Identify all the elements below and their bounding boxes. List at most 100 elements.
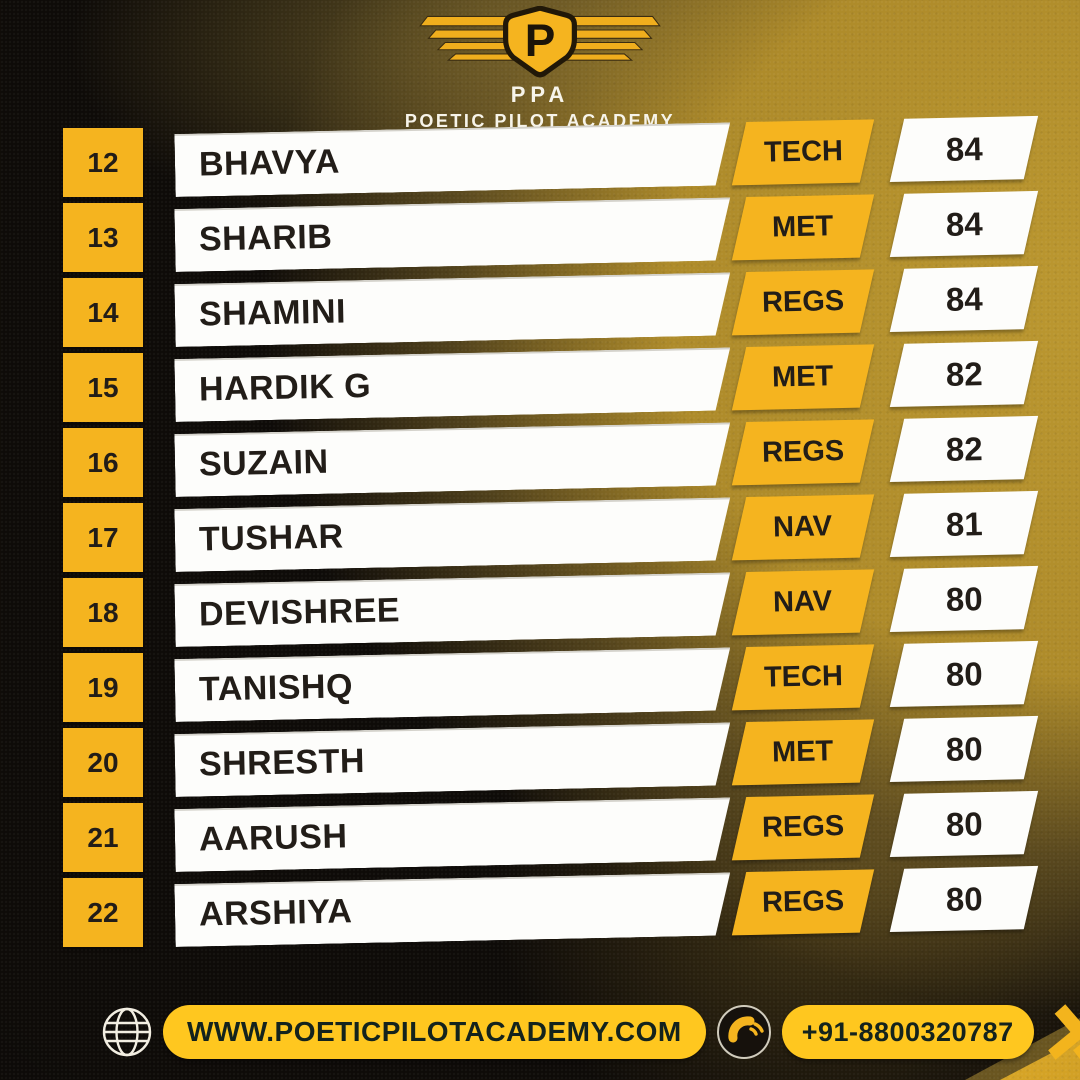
- subject-tag: NAV: [731, 494, 875, 561]
- subject-label: MET: [772, 210, 834, 244]
- header: P PPA POETIC PILOT ACADEMY: [0, 6, 1080, 132]
- score-label: 80: [945, 804, 983, 843]
- subject-tag: TECH: [731, 644, 875, 711]
- triple-chevron-icon[interactable]: [1047, 1003, 1080, 1061]
- rank-cell: 22: [63, 878, 143, 947]
- score-label: 80: [945, 654, 983, 693]
- leaderboard-row: 20 SHRESTH MET 80: [0, 715, 1080, 797]
- leaderboard-row: 16 SUZAIN REGS 82: [0, 415, 1080, 497]
- subject-label: REGS: [761, 809, 845, 844]
- subject-tag: REGS: [731, 794, 875, 861]
- student-name-cell: SUZAIN: [174, 422, 731, 497]
- leaderboard-row: 13 SHARIB MET 84: [0, 190, 1080, 272]
- student-name-cell: SHRESTH: [174, 722, 731, 797]
- score-label: 84: [945, 204, 983, 243]
- rank-cell: 18: [63, 578, 143, 647]
- phone-pill[interactable]: +91-8800320787: [781, 1005, 1034, 1059]
- row-bar: HARDIK G MET 82: [174, 340, 1039, 422]
- score-cell: 84: [889, 190, 1039, 258]
- student-name-cell: TANISHQ: [174, 647, 731, 722]
- leaderboard: 12 BHAVYA TECH 84 13 SHARIB MET 84 14 SH…: [0, 115, 1080, 947]
- row-bar: TUSHAR NAV 81: [174, 490, 1039, 572]
- subject-label: NAV: [773, 510, 833, 544]
- rank-cell: 15: [63, 353, 143, 422]
- subject-tag: REGS: [731, 869, 875, 936]
- subject-tag: MET: [731, 194, 875, 261]
- globe-icon: [102, 1007, 152, 1057]
- row-bar: DEVISHREE NAV 80: [174, 565, 1039, 647]
- student-name-cell: SHARIB: [174, 197, 731, 272]
- subject-label: REGS: [761, 284, 845, 319]
- score-cell: 80: [889, 715, 1039, 783]
- leaderboard-row: 21 AARUSH REGS 80: [0, 790, 1080, 872]
- subject-tag: MET: [731, 344, 875, 411]
- wings-shield-logo-icon: P: [419, 6, 661, 78]
- subject-label: MET: [772, 735, 834, 769]
- score-cell: 80: [889, 865, 1039, 933]
- leaderboard-row: 19 TANISHQ TECH 80: [0, 640, 1080, 722]
- leaderboard-row: 17 TUSHAR NAV 81: [0, 490, 1080, 572]
- subject-label: REGS: [761, 434, 845, 469]
- rank-cell: 13: [63, 203, 143, 272]
- row-bar: SHARIB MET 84: [174, 190, 1039, 272]
- leaderboard-row: 12 BHAVYA TECH 84: [0, 115, 1080, 197]
- score-label: 80: [945, 729, 983, 768]
- subject-label: REGS: [761, 884, 845, 919]
- rank-cell: 21: [63, 803, 143, 872]
- score-cell: 82: [889, 340, 1039, 408]
- student-name-cell: AARUSH: [174, 797, 731, 872]
- score-cell: 82: [889, 415, 1039, 483]
- rank-cell: 20: [63, 728, 143, 797]
- row-bar: BHAVYA TECH 84: [174, 115, 1039, 197]
- rank-cell: 16: [63, 428, 143, 497]
- subject-tag: MET: [731, 719, 875, 786]
- score-label: 84: [945, 129, 983, 168]
- leaderboard-row: 18 DEVISHREE NAV 80: [0, 565, 1080, 647]
- website-label: WWW.POETICPILOTACADEMY.COM: [187, 1016, 682, 1047]
- rank-cell: 19: [63, 653, 143, 722]
- leaderboard-row: 22 ARSHIYA REGS 80: [0, 865, 1080, 947]
- student-name-cell: SHAMINI: [174, 272, 731, 347]
- row-bar: ARSHIYA REGS 80: [174, 865, 1039, 947]
- leaderboard-row: 14 SHAMINI REGS 84: [0, 265, 1080, 347]
- subject-label: NAV: [773, 585, 833, 619]
- website-pill[interactable]: WWW.POETICPILOTACADEMY.COM: [163, 1005, 706, 1059]
- score-label: 84: [945, 279, 983, 318]
- row-bar: SHRESTH MET 80: [174, 715, 1039, 797]
- score-cell: 80: [889, 790, 1039, 858]
- score-label: 82: [945, 354, 983, 393]
- score-cell: 81: [889, 490, 1039, 558]
- row-bar: SUZAIN REGS 82: [174, 415, 1039, 497]
- row-bar: AARUSH REGS 80: [174, 790, 1039, 872]
- score-label: 82: [945, 429, 983, 468]
- subject-tag: REGS: [731, 419, 875, 486]
- score-cell: 84: [889, 265, 1039, 333]
- row-bar: SHAMINI REGS 84: [174, 265, 1039, 347]
- footer: WWW.POETICPILOTACADEMY.COM +91-880032078…: [0, 1002, 1080, 1062]
- student-name-cell: TUSHAR: [174, 497, 731, 572]
- brand-abbr: PPA: [510, 82, 570, 107]
- score-label: 80: [945, 879, 983, 918]
- subject-label: TECH: [763, 660, 843, 694]
- subject-label: TECH: [763, 135, 843, 169]
- phone-icon: [716, 1005, 771, 1059]
- phone-label: +91-8800320787: [801, 1016, 1014, 1047]
- logo-letter: P: [525, 15, 556, 66]
- rank-cell: 14: [63, 278, 143, 347]
- score-cell: 80: [889, 640, 1039, 708]
- student-name-cell: DEVISHREE: [174, 572, 731, 647]
- subject-label: MET: [772, 360, 834, 394]
- score-cell: 84: [889, 115, 1039, 183]
- subject-tag: REGS: [731, 269, 875, 336]
- leaderboard-row: 15 HARDIK G MET 82: [0, 340, 1080, 422]
- student-name-cell: BHAVYA: [174, 122, 731, 197]
- score-label: 81: [945, 504, 983, 543]
- student-name-cell: ARSHIYA: [174, 872, 731, 947]
- rank-cell: 12: [63, 128, 143, 197]
- score-label: 80: [945, 579, 983, 618]
- subject-tag: NAV: [731, 569, 875, 636]
- subject-tag: TECH: [731, 119, 875, 186]
- row-bar: TANISHQ TECH 80: [174, 640, 1039, 722]
- rank-cell: 17: [63, 503, 143, 572]
- score-cell: 80: [889, 565, 1039, 633]
